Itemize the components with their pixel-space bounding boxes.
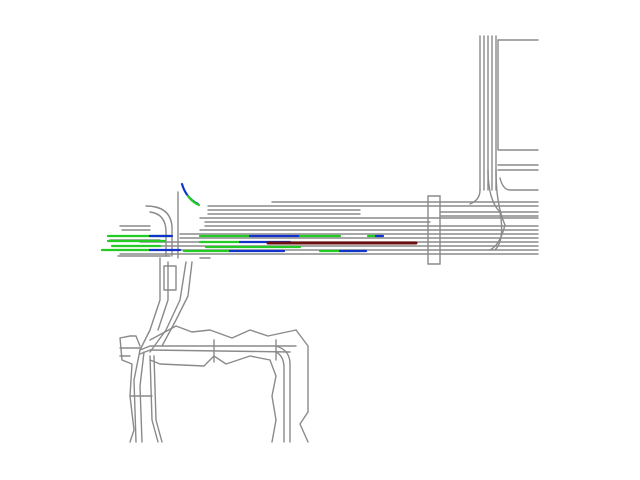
lane-north-curve	[499, 177, 539, 191]
lane-sw-edge	[119, 335, 135, 443]
road-network	[109, 35, 539, 443]
lane-lower-bottom	[149, 355, 271, 367]
lane-left-curve-b	[149, 211, 167, 257]
agent-trajectories	[100, 182, 418, 253]
lane-lower-a	[139, 345, 297, 351]
lane-south-island	[163, 265, 177, 291]
lane-right-loop-b	[275, 351, 285, 443]
lane-north-edge	[497, 39, 539, 151]
lane-right-loop-a	[275, 345, 291, 443]
trajectory-19	[186, 194, 201, 207]
lane-sw-b	[139, 351, 145, 443]
lane-sw-a	[133, 349, 141, 443]
lane-curve-nw-a	[469, 189, 481, 205]
lane-south-b	[157, 261, 169, 331]
lane-right-loop-outer	[295, 329, 309, 443]
lane-curve-n-c	[489, 169, 506, 251]
lane-sw-d	[153, 355, 163, 443]
lane-south-a	[139, 257, 161, 351]
trajectory-18	[180, 182, 200, 206]
lane-south-c	[149, 261, 187, 353]
lane-right-loop-inner	[269, 359, 277, 443]
lane-sw-c	[149, 355, 159, 443]
lane-lower-top	[149, 325, 297, 341]
lane-south-d	[161, 261, 193, 347]
lane-left-curve-a	[145, 205, 173, 257]
lane-lower-b	[139, 349, 291, 355]
lane-sw-top-stub	[129, 335, 141, 347]
